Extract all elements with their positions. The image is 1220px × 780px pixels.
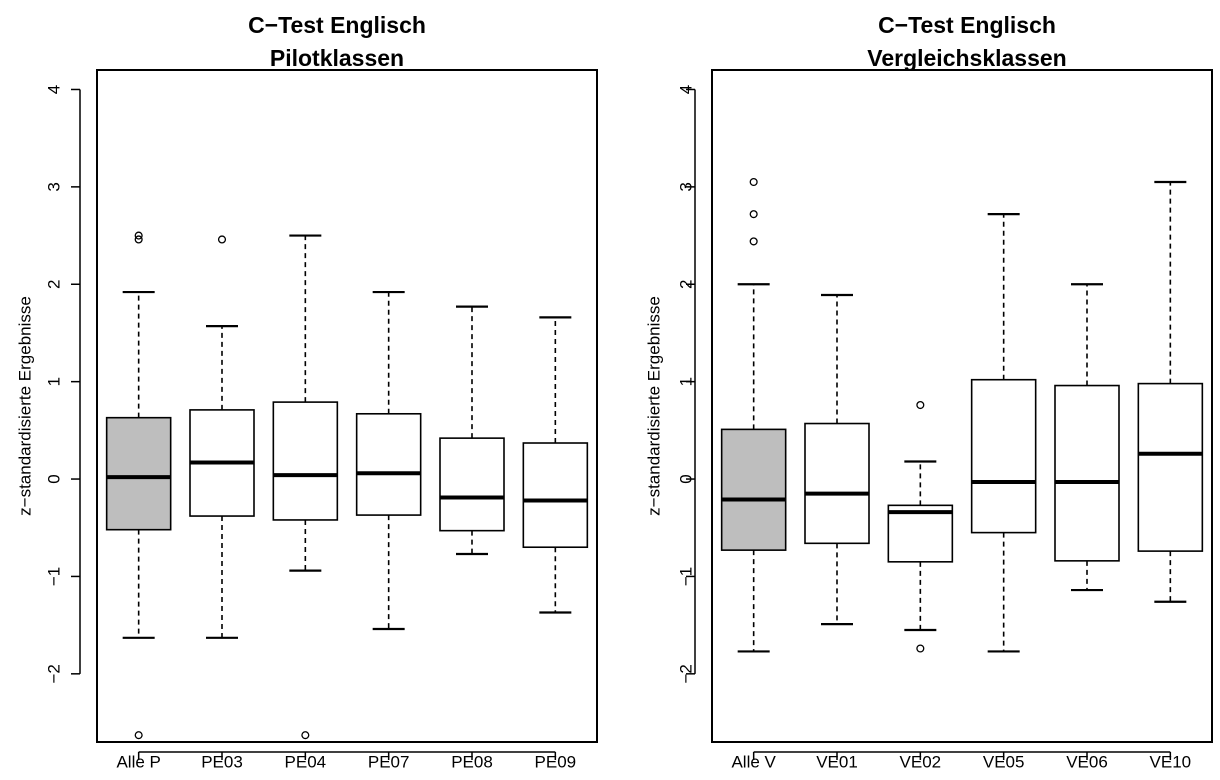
box — [1137, 382, 1204, 552]
x-tick-label: Alle P — [116, 752, 160, 771]
y-axis-label: z−standardisierte Ergebnisse — [15, 296, 34, 516]
outlier-point — [134, 231, 143, 240]
y-tick-label: 0 — [676, 474, 695, 483]
y-tick-label: 0 — [44, 474, 63, 483]
plot-frame — [96, 69, 598, 743]
x-tick-label: PE04 — [285, 752, 327, 771]
outlier-point — [749, 237, 758, 246]
y-tick-label: −1 — [44, 567, 63, 586]
chart-title-line-2: Vergleichsklassen — [867, 45, 1066, 71]
x-tick-label: VE01 — [816, 752, 858, 771]
x-tick-label: VE02 — [900, 752, 942, 771]
x-tick-label: PE07 — [368, 752, 410, 771]
outlier-point — [217, 235, 227, 244]
x-tick-label: Alle V — [731, 752, 776, 771]
box — [970, 378, 1037, 534]
outlier-point — [134, 235, 143, 244]
x-tick-label: VE06 — [1066, 752, 1108, 771]
y-tick-label: 2 — [676, 280, 695, 289]
x-tick-label: PE03 — [201, 752, 243, 771]
chart-title-line-1: C−Test Englisch — [878, 12, 1056, 38]
y-tick-label: 1 — [676, 377, 695, 386]
box — [272, 401, 339, 521]
box — [720, 428, 787, 551]
y-tick-label: 1 — [44, 377, 63, 386]
y-tick-label: −2 — [44, 664, 63, 683]
box — [522, 442, 589, 549]
y-tick-label: −2 — [676, 664, 695, 683]
chart-title-line-1: C−Test Englisch — [248, 12, 426, 38]
x-tick-label: VE05 — [983, 752, 1025, 771]
y-tick-label: 3 — [44, 182, 63, 191]
box — [804, 422, 870, 545]
y-tick-label: −1 — [676, 567, 695, 586]
plot-frame — [711, 69, 1213, 743]
x-tick-label: VE10 — [1150, 752, 1192, 771]
box — [355, 412, 422, 516]
y-tick-label: 4 — [676, 85, 695, 94]
outlier-point — [301, 731, 310, 740]
y-axis-label: z−standardisierte Ergebnisse — [644, 296, 663, 516]
outlier-point — [134, 731, 143, 740]
x-tick-label: PE08 — [451, 752, 493, 771]
box — [439, 437, 505, 532]
outlier-point — [916, 644, 925, 653]
outlier-point — [916, 400, 925, 410]
box — [1054, 384, 1120, 562]
y-tick-label: 3 — [676, 182, 695, 191]
y-tick-label: 4 — [44, 85, 63, 94]
x-tick-label: PE09 — [535, 752, 577, 771]
y-tick-label: 2 — [44, 280, 63, 289]
outlier-point — [749, 177, 758, 187]
chart-title-line-2: Pilotklassen — [270, 45, 404, 71]
box — [887, 504, 954, 563]
panel-pilotklassen: C−Test Englisch Pilotklassen z−standardisi… — [15, 12, 598, 771]
panel-vergleichsklassen: C−Test Englisch Vergleichsklassen z−standa… — [644, 12, 1213, 771]
outlier-point — [749, 210, 758, 219]
box — [105, 416, 172, 531]
